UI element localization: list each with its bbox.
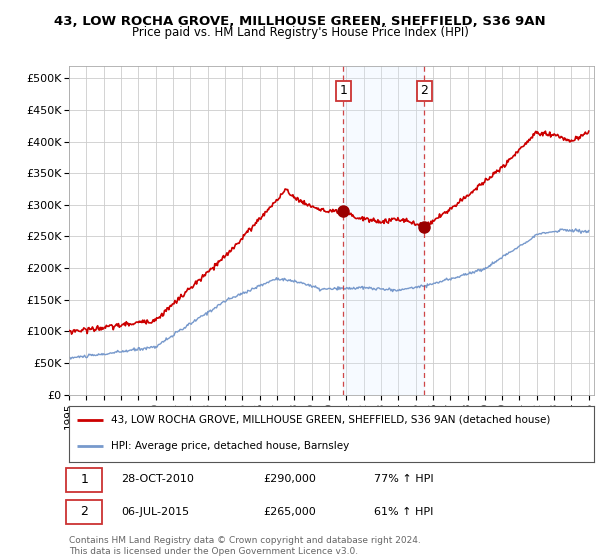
- Text: 28-OCT-2010: 28-OCT-2010: [121, 474, 194, 484]
- Text: Contains HM Land Registry data © Crown copyright and database right 2024.
This d: Contains HM Land Registry data © Crown c…: [69, 536, 421, 556]
- Text: 77% ↑ HPI: 77% ↑ HPI: [373, 474, 433, 484]
- Text: 43, LOW ROCHA GROVE, MILLHOUSE GREEN, SHEFFIELD, S36 9AN (detached house): 43, LOW ROCHA GROVE, MILLHOUSE GREEN, SH…: [111, 415, 550, 425]
- Bar: [343, 66, 424, 395]
- Text: Price paid vs. HM Land Registry's House Price Index (HPI): Price paid vs. HM Land Registry's House …: [131, 26, 469, 39]
- Text: £290,000: £290,000: [263, 474, 316, 484]
- Text: HPI: Average price, detached house, Barnsley: HPI: Average price, detached house, Barn…: [111, 441, 349, 451]
- Text: 1: 1: [340, 85, 347, 97]
- Text: 2: 2: [420, 85, 428, 97]
- Text: 06-JUL-2015: 06-JUL-2015: [121, 507, 190, 517]
- Text: 61% ↑ HPI: 61% ↑ HPI: [373, 507, 433, 517]
- Text: 2: 2: [80, 505, 88, 519]
- Text: 43, LOW ROCHA GROVE, MILLHOUSE GREEN, SHEFFIELD, S36 9AN: 43, LOW ROCHA GROVE, MILLHOUSE GREEN, SH…: [54, 15, 546, 28]
- Text: £265,000: £265,000: [263, 507, 316, 517]
- Text: 1: 1: [80, 473, 88, 486]
- FancyBboxPatch shape: [67, 468, 102, 492]
- FancyBboxPatch shape: [67, 500, 102, 524]
